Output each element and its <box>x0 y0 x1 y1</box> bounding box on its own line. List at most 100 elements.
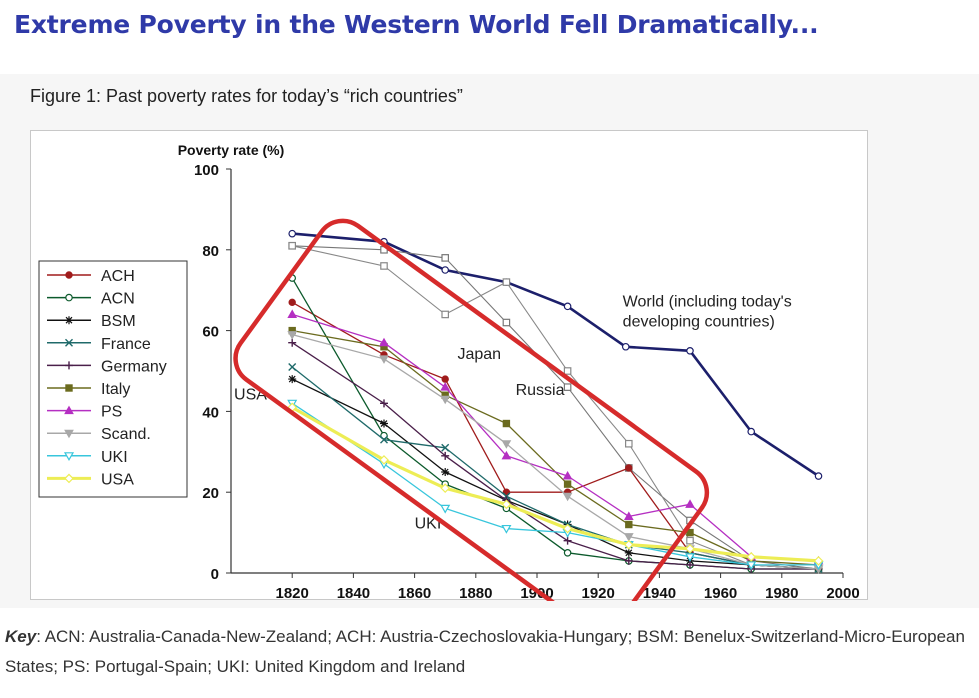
legend-marker-germany <box>65 361 73 370</box>
data-point-italy <box>563 480 572 488</box>
x-tick-label: 1920 <box>582 585 615 601</box>
highlight-box <box>233 218 710 601</box>
series-line-italy <box>292 329 819 566</box>
x-tick-label: 1820 <box>276 585 309 601</box>
data-point-usa <box>623 539 634 550</box>
data-point-scand <box>287 331 298 340</box>
data-point-world <box>441 266 450 274</box>
legend-label-italy: Italy <box>101 381 130 398</box>
data-point-world <box>814 472 823 480</box>
series-line-ach <box>291 301 819 570</box>
data-point-italy <box>686 528 694 537</box>
data-point-acn <box>563 548 572 557</box>
data-point-russia <box>624 439 633 448</box>
legend-label-uki: UKI <box>101 449 128 466</box>
data-point-usa <box>440 483 451 494</box>
data-point-ps <box>501 450 512 460</box>
y-tick-label: 40 <box>202 404 219 421</box>
key-label: Key <box>5 627 37 646</box>
data-point-japan <box>502 318 511 327</box>
data-point-germany <box>380 399 388 408</box>
data-point-france <box>441 443 450 452</box>
data-point-bsm <box>380 419 388 428</box>
data-point-ps <box>623 511 634 520</box>
series-line-uki <box>291 402 819 566</box>
y-tick-label: 20 <box>202 485 219 502</box>
data-point-usa <box>813 556 824 566</box>
x-tick-label: 1880 <box>459 585 492 601</box>
legend-marker-ps <box>64 405 74 415</box>
data-point-usa <box>501 499 512 510</box>
series-line-usa <box>291 406 819 563</box>
data-point-world <box>288 229 297 238</box>
data-point-ps <box>379 337 389 347</box>
y-axis-label: Poverty rate (%) <box>178 142 285 158</box>
y-tick-label: 80 <box>202 243 219 260</box>
data-point-germany <box>563 536 572 545</box>
x-tick-label: 1960 <box>704 585 737 601</box>
y-tick-label: 60 <box>202 324 219 341</box>
annotations: World (including today's developing count… <box>234 293 792 532</box>
data-point-uki <box>746 561 757 571</box>
legend-label-germany: Germany <box>101 358 167 375</box>
legend-label-usa: USA <box>101 471 134 488</box>
data-point-world <box>621 342 630 351</box>
data-point-uki <box>684 553 696 563</box>
data-point-world <box>686 347 694 355</box>
legend: ACH ACN BSM France Germany Italy PS Scand. UKI US… <box>38 260 188 498</box>
data-point-ach <box>441 375 449 383</box>
series-lines <box>287 229 824 574</box>
data-point-russia <box>686 536 694 545</box>
data-point-japan <box>441 254 450 262</box>
highlight-rounded-box <box>233 218 710 601</box>
x-tick-label: 1840 <box>337 585 370 601</box>
data-point-uki <box>440 504 451 514</box>
annotation-label: World (including today's <box>623 293 792 310</box>
data-point-ach <box>625 464 633 472</box>
data-point-japan <box>563 383 572 391</box>
data-point-usa <box>562 523 573 534</box>
data-point-ach <box>288 298 296 307</box>
legend-marker-bsm <box>65 316 73 325</box>
data-point-scand <box>562 492 573 502</box>
data-point-russia <box>563 367 572 375</box>
data-point-ps <box>562 471 573 480</box>
data-point-ps <box>440 382 451 391</box>
data-point-germany <box>288 338 297 347</box>
data-point-germany <box>441 451 450 460</box>
data-point-usa <box>685 543 695 554</box>
data-point-world <box>747 427 756 436</box>
x-tick-label: 1940 <box>643 585 676 601</box>
annotation-label: UKI <box>415 516 442 533</box>
data-point-scand <box>623 533 634 542</box>
series-line-bsm <box>291 378 819 570</box>
data-point-bsm <box>288 375 297 384</box>
data-point-italy <box>502 419 511 428</box>
x-tick-label: 1860 <box>398 585 431 601</box>
data-point-italy <box>625 520 633 529</box>
data-point-scand <box>379 355 389 364</box>
x-tick-label: 1980 <box>765 585 798 601</box>
annotation-label: Russia <box>516 382 565 399</box>
legend-marker-uki <box>63 452 75 462</box>
legend-box <box>38 260 188 498</box>
legend-label-scand: Scand. <box>101 426 151 443</box>
legend-label-france: France <box>101 336 151 353</box>
y-tick-label: 0 <box>211 566 219 583</box>
data-point-usa <box>746 551 757 562</box>
legend-marker-usa <box>64 473 74 484</box>
data-point-france <box>288 362 297 371</box>
data-point-scand <box>501 440 512 449</box>
figure-caption: Figure 1: Past poverty rates for today’s… <box>30 86 463 106</box>
legend-label-ps: PS <box>101 404 122 421</box>
y-tick-label: 100 <box>194 162 219 179</box>
x-tick-label: 2000 <box>826 585 859 601</box>
chart-frame: 0 20 40 60 80 100 1820 1840 1860 1880 1900 1920 1940… <box>30 130 868 601</box>
data-point-bsm <box>441 468 450 476</box>
data-point-germany <box>624 556 633 565</box>
legend-marker-acn <box>65 293 73 302</box>
data-point-bsm <box>624 548 633 557</box>
series-line-world <box>292 232 820 478</box>
